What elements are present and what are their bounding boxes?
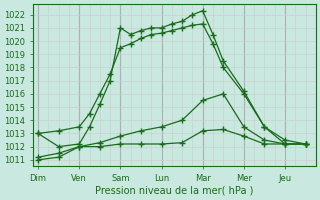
X-axis label: Pression niveau de la mer( hPa ): Pression niveau de la mer( hPa ) (95, 186, 253, 196)
